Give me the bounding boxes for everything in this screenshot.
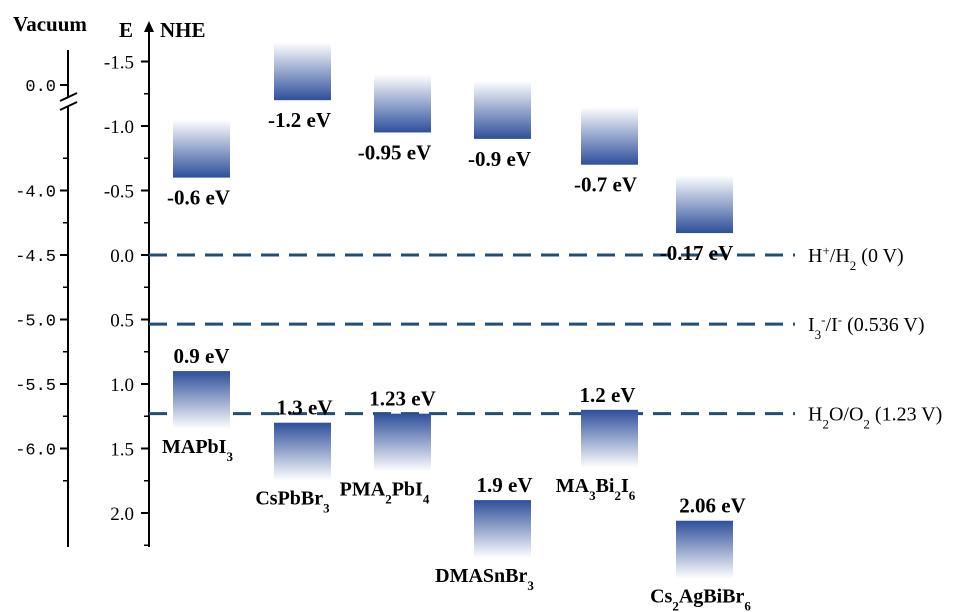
nhe-tick-label: 0.0: [110, 246, 134, 267]
valence-band-block: [374, 413, 431, 472]
nhe-tick-label: 2.0: [110, 504, 134, 525]
reference-line-label: H+/H2 (0 V): [808, 243, 904, 273]
material-name-label: PMA2PbI4: [340, 479, 430, 507]
vacuum-axis-label: Vacuum: [13, 12, 87, 36]
nhe-tick-label: 1.0: [110, 375, 134, 396]
valence-band-block: [274, 422, 331, 481]
valence-band-label: 2.06 eV: [679, 494, 746, 518]
conduction-band-label: -1.2 eV: [268, 108, 331, 132]
conduction-band-label: -0.7 eV: [574, 173, 637, 197]
material-group: -1.2 eV 1.3 eV CsPbBr3: [255, 42, 333, 516]
nhe-ticks: -1.5 -1.0 -0.5 0.0 0.5 1.0 1.5 2.0: [104, 53, 149, 546]
conduction-band-label: -0.6 eV: [167, 186, 230, 210]
vacuum-break-tick-label: 0.0: [25, 78, 56, 97]
valence-band-label: 1.3 eV: [277, 396, 333, 420]
valence-band-block: [581, 409, 638, 468]
energy-label: E: [119, 18, 133, 42]
material-name-label: DMASnBr3: [435, 565, 534, 593]
vacuum-axis: Vacuum 0.0 -4.0 -4.5 -5.0 -5.5 -6.0: [13, 12, 87, 547]
conduction-band-block: [173, 119, 230, 178]
material-name-label: CsPbBr3: [255, 488, 330, 516]
vacuum-tick-label: -5.5: [15, 377, 56, 396]
reference-line-label: H2O/O2 (1.23 V): [808, 404, 942, 432]
vacuum-ticks: -4.0 -4.5 -5.0 -5.5 -6.0: [15, 157, 68, 482]
nhe-axis-arrow-icon: [144, 21, 154, 32]
nhe-tick-label: -1.0: [104, 117, 134, 138]
nhe-tick-label: 1.5: [110, 440, 134, 461]
conduction-band-label: -0.17 eV: [660, 241, 733, 265]
nhe-tick-label: 0.5: [110, 311, 134, 332]
valence-band-block: [173, 371, 230, 430]
valence-band-label: 1.23 eV: [369, 387, 436, 411]
valence-band-block: [474, 500, 531, 559]
valence-band-block: [676, 520, 733, 579]
reference-lines: H+/H2 (0 V) I3-/I- (0.536 V) H2O/O2 (1.23 …: [149, 243, 942, 432]
conduction-band-block: [474, 80, 531, 139]
conduction-band-label: -0.9 eV: [468, 147, 531, 171]
material-name-label: Cs2AgBiBr6: [650, 586, 751, 612]
reference-line-label: I3-/I- (0.536 V): [808, 312, 924, 342]
material-name-label: MA3Bi2I6: [556, 475, 636, 503]
nhe-tick-label: -0.5: [104, 182, 134, 203]
conduction-band-block: [676, 175, 733, 234]
vacuum-tick-label: -6.0: [15, 442, 56, 461]
valence-band-label: 0.9 eV: [174, 344, 230, 368]
nhe-axis-label: NHE: [160, 18, 206, 42]
vacuum-axis-break-mark: [59, 92, 78, 111]
valence-band-label: 1.9 eV: [477, 473, 533, 497]
vacuum-tick-label: -5.0: [15, 313, 56, 332]
nhe-tick-label: -1.5: [104, 53, 134, 74]
material-group: -0.17 eV 2.06 eV Cs2AgBiBr6: [650, 175, 751, 612]
conduction-band-block: [374, 74, 431, 133]
conduction-band-block: [274, 42, 331, 101]
vacuum-tick-label: -4.5: [15, 248, 56, 267]
conduction-band-label: -0.95 eV: [358, 140, 431, 164]
material-group: -0.6 eV 0.9 eV MAPbI3: [162, 119, 233, 464]
valence-band-label: 1.2 eV: [580, 383, 636, 407]
material-group: -0.7 eV 1.2 eV MA3Bi2I6: [556, 106, 638, 503]
conduction-band-block: [581, 106, 638, 165]
vacuum-tick-label: -4.0: [15, 184, 56, 203]
material-name-label: MAPbI3: [162, 436, 233, 464]
material-group: -0.95 eV 1.23 eV PMA2PbI4: [340, 74, 436, 506]
nhe-axis: E NHE -1.5 -1.0 -0.5 0.0 0.5 1.0 1.5 2.0: [104, 18, 206, 547]
material-group: -0.9 eV 1.9 eV DMASnBr3: [435, 80, 534, 593]
